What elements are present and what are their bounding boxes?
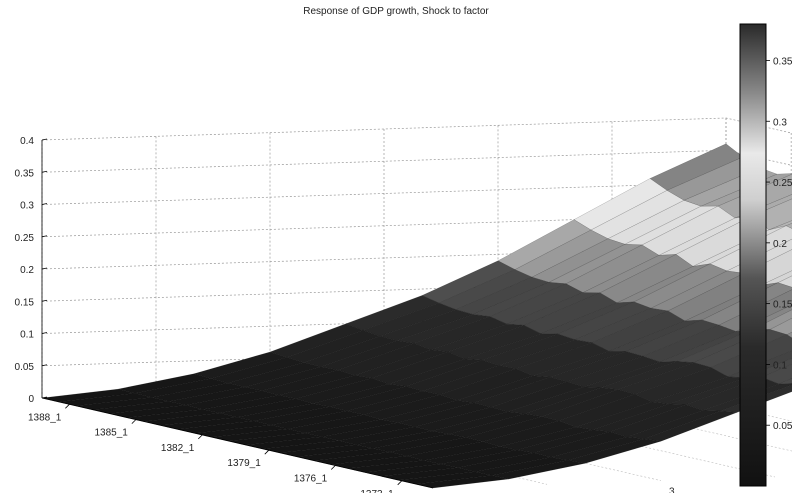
time-tick <box>264 449 270 455</box>
colorbar-tick-label: 0.1 <box>773 360 787 371</box>
z-tick <box>41 138 48 141</box>
z-tick-label: 0.35 <box>15 168 35 179</box>
time-tick <box>65 404 70 409</box>
surface-patch <box>567 438 662 464</box>
time-axis-line <box>41 397 434 489</box>
colorbar-tick-label: 0.05 <box>773 421 792 432</box>
time-tick <box>198 434 203 440</box>
z-tick <box>41 203 48 205</box>
z-tick-label: 0.1 <box>20 330 34 341</box>
time-tick-label: 1379_1 <box>227 458 261 469</box>
time-tick <box>330 465 336 470</box>
z-tick-label: 0.4 <box>20 136 34 147</box>
surface-patch <box>760 270 792 286</box>
colorbar-tick-label: 0.35 <box>773 56 792 67</box>
surface-patch <box>769 317 792 335</box>
time-tick-label: 1388_1 <box>28 412 62 423</box>
z-tick-label: 0.3 <box>20 201 34 212</box>
z-tick <box>41 332 48 334</box>
time-tick <box>131 419 137 424</box>
colorbar-tick-label: 0.3 <box>773 117 787 128</box>
colorbar-tick-label: 0.2 <box>773 239 787 250</box>
surface-mesh <box>41 143 792 489</box>
colorbar-gradient <box>739 23 767 487</box>
z-tick-label: 0.05 <box>15 362 35 373</box>
time-tick-label: 1385_1 <box>94 428 128 439</box>
colorbar: 0.05 0.1 0.15 0.2 0.25 0.3 0.35 <box>739 23 792 487</box>
z-tick <box>41 364 48 367</box>
colorbar-tick-label: 0.25 <box>773 178 792 189</box>
time-tick <box>397 480 403 486</box>
colorbar-tick-label: 0.15 <box>773 300 792 311</box>
z-tick <box>41 235 48 238</box>
surface-patch <box>778 378 792 385</box>
z-tick-label: 0.25 <box>15 233 35 244</box>
z-tick <box>41 170 48 173</box>
z-tick <box>41 267 48 270</box>
surface-patch <box>786 331 792 339</box>
z-tick-label: 0.2 <box>20 265 34 276</box>
surface-patch <box>785 223 792 229</box>
z-tick <box>41 299 48 302</box>
horizon-tick-label: 3 <box>669 487 675 493</box>
chart-title: Response of GDP growth, Shock to factor <box>303 6 489 17</box>
time-tick-label: 1382_1 <box>161 443 195 454</box>
z-tick-label: 0 <box>28 394 34 405</box>
surface-patch <box>777 275 792 288</box>
z-tick-label: 0.15 <box>15 297 35 308</box>
time-tick-label: 1373_1 <box>360 489 394 493</box>
surface-patch <box>768 220 792 231</box>
time-tick-label: 1376_1 <box>294 474 328 485</box>
surface-patch <box>491 460 586 480</box>
